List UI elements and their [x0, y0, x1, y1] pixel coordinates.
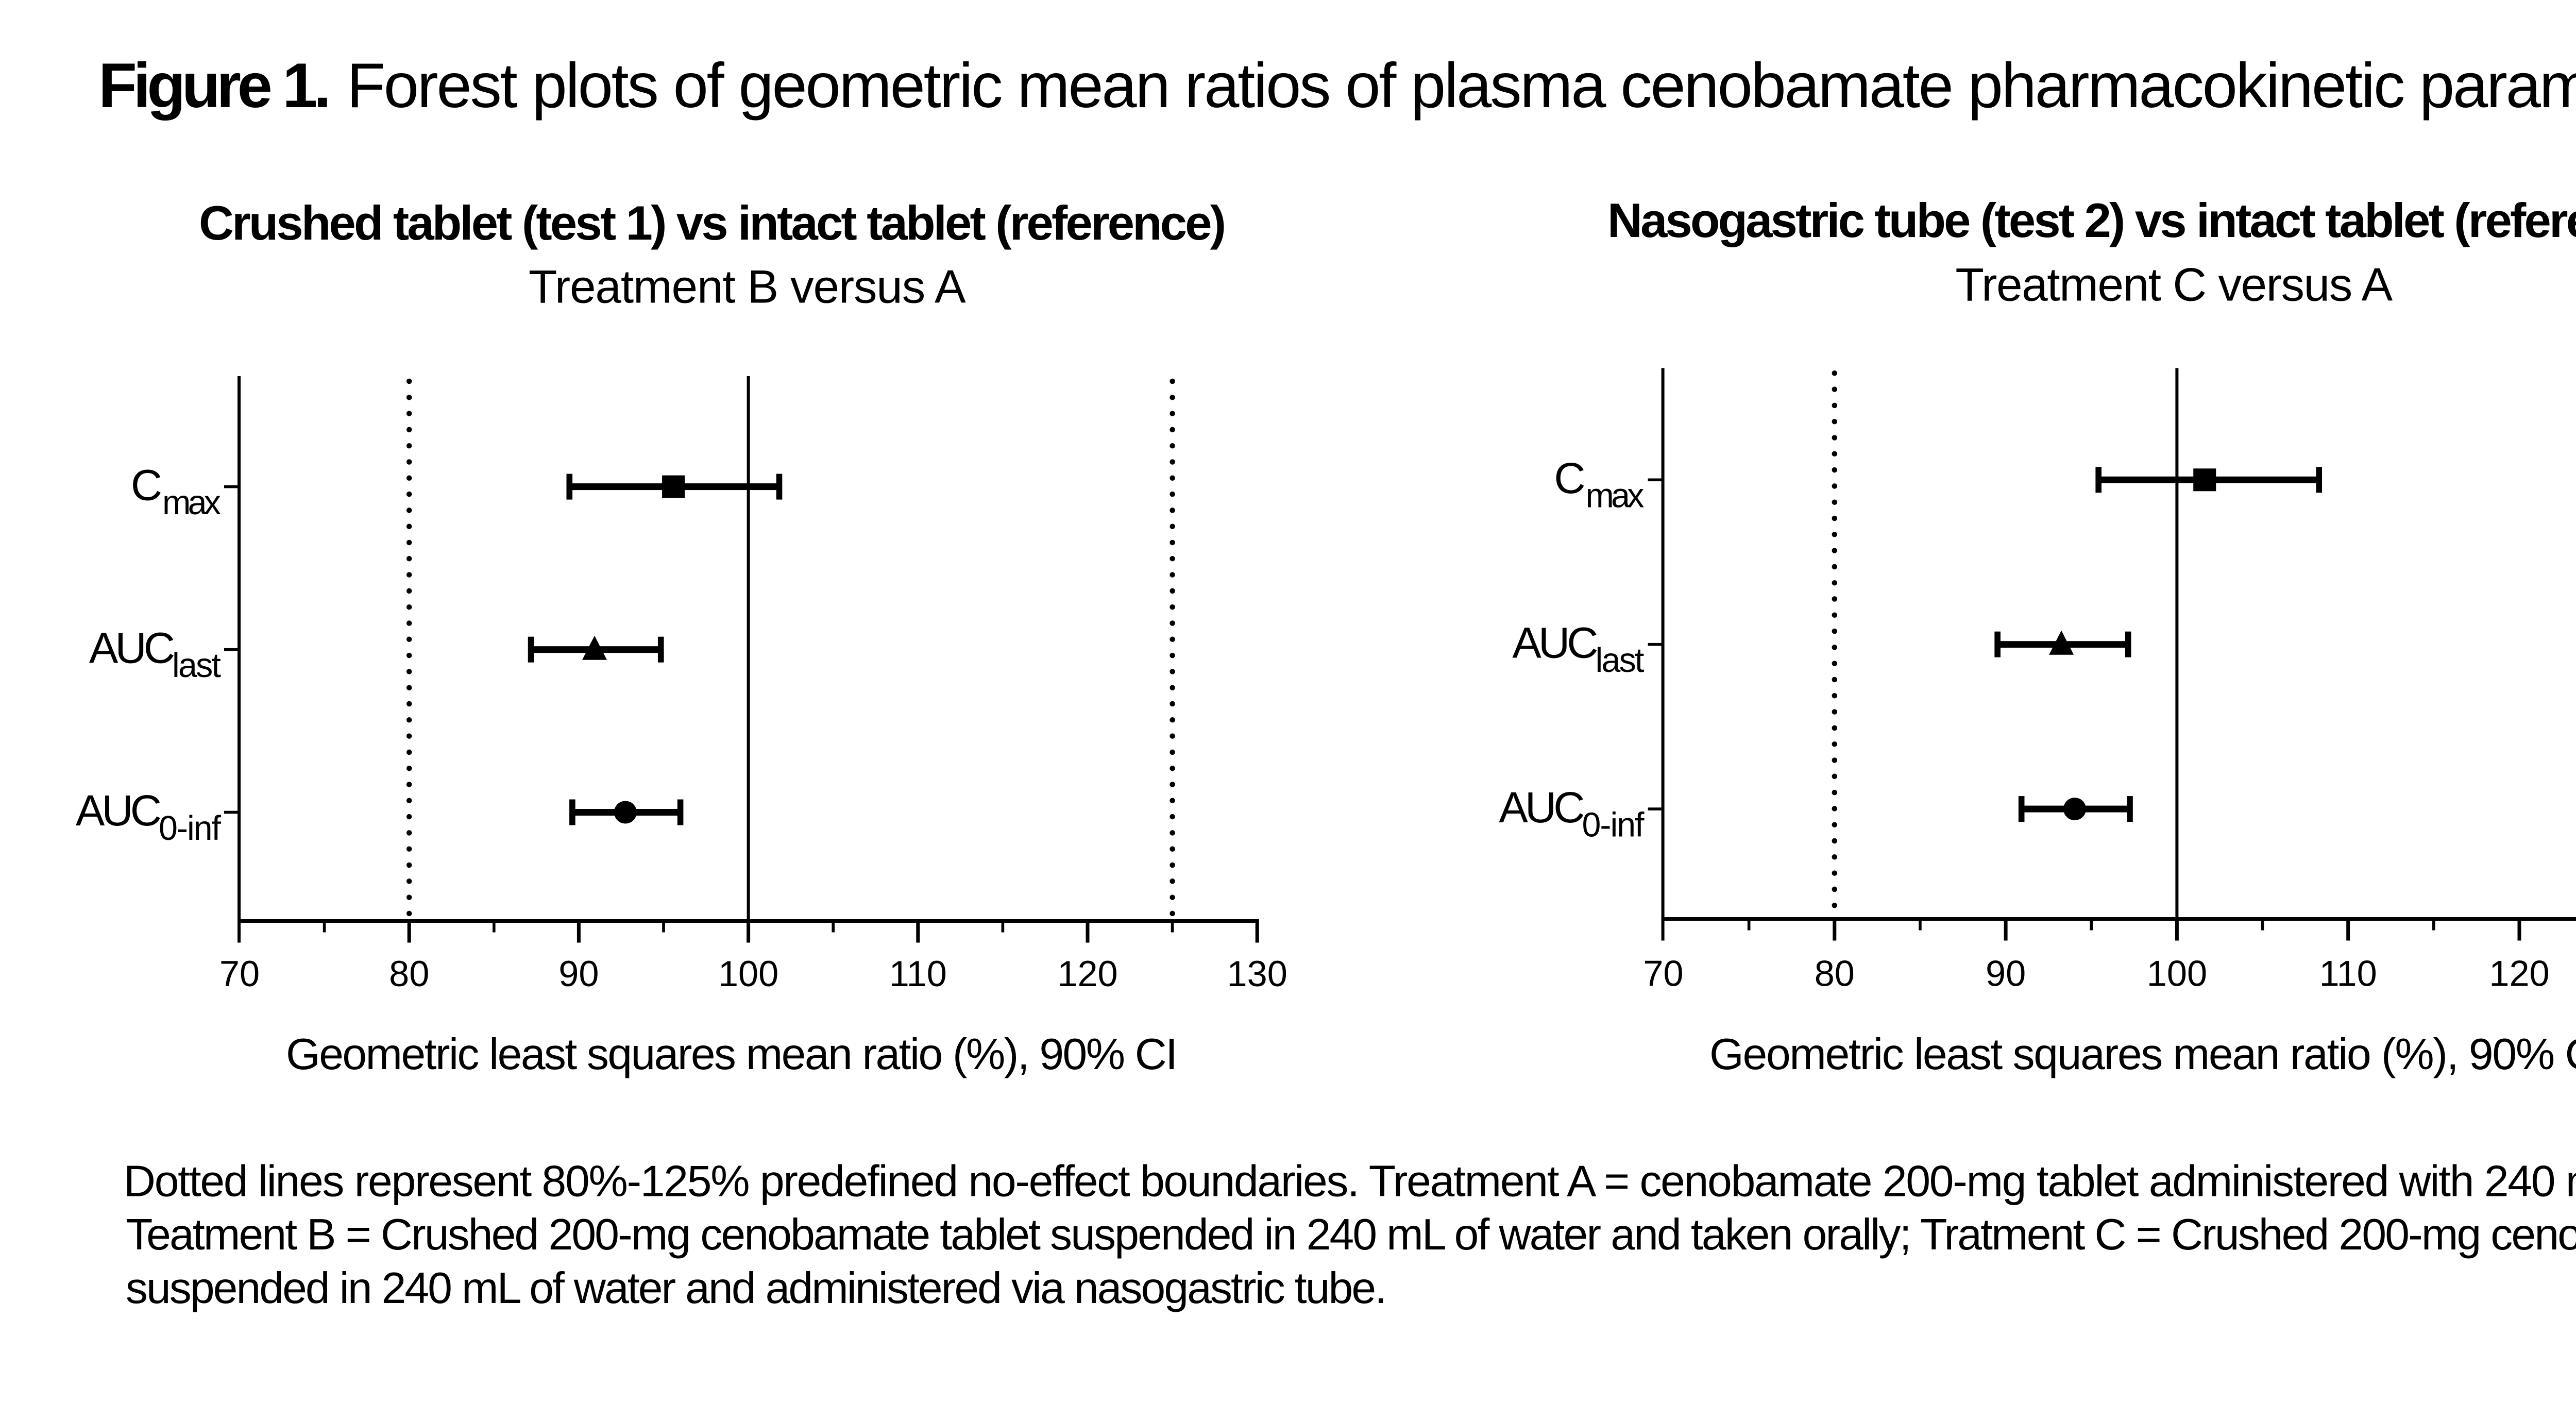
- svg-text:70: 70: [1643, 953, 1683, 994]
- svg-text:Nasogastric tube (test 2) vs i: Nasogastric tube (test 2) vs intact tabl…: [1607, 193, 2576, 247]
- svg-text:Dotted lines represent 80%-125: Dotted lines represent 80%-125% predefin…: [124, 1157, 2576, 1206]
- svg-text:Teatment B = Crushed 200-mg ce: Teatment B = Crushed 200-mg cenobamate t…: [126, 1210, 2576, 1259]
- svg-text:120: 120: [2489, 953, 2549, 994]
- svg-text:Geometric least squares mean r: Geometric least squares mean ratio (%), …: [286, 1029, 1178, 1079]
- svg-text:Cmax: Cmax: [131, 460, 221, 522]
- svg-text:suspended in 240 mL of water a: suspended in 240 mL of water and adminis…: [126, 1263, 1387, 1313]
- svg-text:90: 90: [558, 953, 599, 994]
- svg-text:Treatment C versus A: Treatment C versus A: [1955, 259, 2393, 311]
- svg-text:Geometric least squares mean r: Geometric least squares mean ratio (%), …: [1709, 1029, 2576, 1079]
- svg-text:100: 100: [718, 953, 778, 994]
- svg-text:AUClast: AUClast: [89, 623, 221, 685]
- svg-text:AUC0-inf: AUC0-inf: [76, 786, 222, 848]
- svg-text:Crushed tablet (test 1) vs int: Crushed tablet (test 1) vs intact tablet…: [199, 196, 1226, 250]
- svg-text:70: 70: [219, 953, 260, 994]
- svg-text:110: 110: [889, 953, 947, 994]
- svg-text:AUClast: AUClast: [1512, 618, 1644, 680]
- svg-text:Treatment B versus A: Treatment B versus A: [529, 261, 966, 313]
- svg-text:80: 80: [389, 953, 429, 994]
- svg-text:Forest plots of geometric mean: Forest plots of geometric mean ratios of…: [347, 50, 2576, 121]
- svg-text:100: 100: [2147, 953, 2207, 994]
- svg-text:90: 90: [1986, 953, 2026, 994]
- svg-text:110: 110: [2319, 953, 2377, 994]
- svg-text:AUC0-inf: AUC0-inf: [1499, 783, 1645, 844]
- svg-text:80: 80: [1815, 953, 1855, 994]
- svg-text:120: 120: [1057, 953, 1117, 994]
- svg-text:130: 130: [1227, 953, 1287, 994]
- svg-text:Figure 1.: Figure 1.: [98, 50, 331, 121]
- svg-text:Cmax: Cmax: [1554, 453, 1644, 515]
